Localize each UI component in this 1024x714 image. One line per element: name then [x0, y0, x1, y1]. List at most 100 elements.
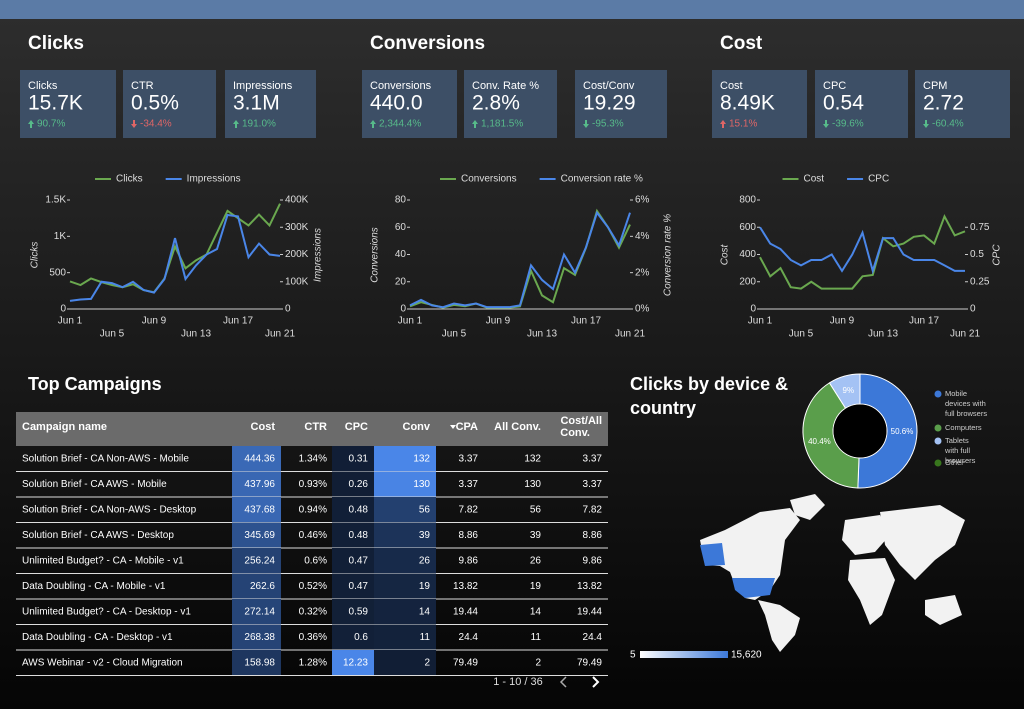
heat-cell [374, 446, 436, 472]
y2-tick-label: 2% [635, 267, 650, 278]
y-tick-label: 0 [750, 304, 756, 315]
card-delta: 15.1% [729, 119, 757, 130]
heat-cell [332, 624, 374, 650]
table-cell: Unlimited Budget? - CA - Desktop - v1 [22, 607, 191, 618]
table-cell: 444.36 [244, 454, 275, 465]
donut-slice [802, 382, 860, 489]
table-cell: 0.48 [349, 505, 369, 516]
delta-arrow [370, 120, 376, 128]
x-tick-label: Jun 5 [442, 329, 467, 340]
next-page[interactable] [592, 676, 600, 688]
table-cell: Data Doubling - CA - Desktop - v1 [22, 632, 173, 643]
column-header: Cost [251, 421, 276, 433]
y-tick-label: 600 [739, 222, 756, 233]
card-delta: -34.4% [140, 119, 172, 130]
scorecard [815, 70, 908, 138]
table-cell: 0.93% [299, 479, 327, 490]
scorecard [362, 70, 457, 138]
donut-hole [833, 404, 887, 458]
y2-axis-label: Conversion rate % [663, 214, 674, 296]
table-cell: 13.82 [577, 581, 602, 592]
table-cell: 8.86 [583, 530, 603, 541]
table-cell: 2 [535, 658, 541, 669]
sort-arrow[interactable] [450, 425, 456, 429]
card-label: CTR [131, 80, 154, 92]
delta-arrow [823, 120, 829, 128]
column-header: CPC [345, 421, 368, 433]
series-line [409, 210, 631, 309]
legend-label: Clicks [116, 174, 143, 185]
donut-slice [828, 373, 861, 409]
card-delta: -95.3% [592, 119, 624, 130]
series-line [759, 213, 966, 290]
pagination: 1 - 10 / 36 [493, 676, 543, 688]
y-tick-label: 40 [395, 249, 407, 260]
table-cell: 262.6 [250, 581, 275, 592]
table-cell: 0.47 [349, 556, 369, 567]
table-cell: 19 [530, 581, 542, 592]
legend-label: Cost [804, 174, 825, 185]
card-value: 2.72 [923, 92, 964, 115]
legend-dot [934, 424, 942, 432]
heat-cell [332, 522, 374, 548]
card-delta: 1,181.5% [481, 119, 523, 130]
table-cell: 437.68 [244, 505, 275, 516]
y-axis-label: Cost [720, 243, 731, 265]
y-tick-label: 0 [60, 304, 66, 315]
y-axis-label: Conversions [370, 227, 381, 283]
heat-cell [232, 522, 281, 548]
y-tick-label: 80 [395, 195, 407, 206]
prev-page[interactable] [559, 676, 567, 688]
legend-line: browsers [945, 456, 976, 465]
table-cell: 24.4 [583, 632, 603, 643]
y2-axis-label: CPC [992, 244, 1003, 266]
section-title: Clicks [28, 33, 84, 54]
heat-cell [374, 548, 436, 574]
y2-tick-label: 6% [635, 195, 650, 206]
table-cell: 12.23 [343, 658, 368, 669]
heat-cell [374, 624, 436, 650]
table-cell: 0.6% [304, 556, 327, 567]
table-cell: 132 [413, 454, 430, 465]
table-cell: 9.86 [459, 556, 479, 567]
heat-cell [374, 599, 436, 625]
heat-cell [232, 573, 281, 599]
table-cell: Data Doubling - CA - Mobile - v1 [22, 581, 166, 592]
x-tick-label: Jun 1 [398, 316, 423, 327]
y2-tick-label: 400K [285, 195, 309, 206]
table-cell: 56 [530, 505, 542, 516]
table-cell: 26 [419, 556, 431, 567]
scorecard [225, 70, 316, 138]
table-cell: 9.86 [583, 556, 603, 567]
slice-label: 9% [843, 386, 855, 395]
column-header: Cost/All Conv. [560, 415, 602, 439]
column-header: All Conv. [494, 421, 541, 433]
legend-label: Mobile devices with full browsers [945, 389, 987, 418]
column-header: CTR [304, 421, 327, 433]
y2-tick-label: 0.75 [970, 222, 990, 233]
table-cell: 56 [419, 505, 431, 516]
y-tick-label: 60 [395, 222, 407, 233]
title-line: country [630, 398, 696, 418]
delta-arrow [233, 120, 239, 128]
x-tick-label: Jun 9 [486, 316, 511, 327]
heat-cell [332, 650, 374, 676]
heat-cell [232, 548, 281, 574]
table-cell: 2 [424, 658, 430, 669]
x-tick-label: Jun 13 [181, 329, 211, 340]
x-tick-label: Jun 9 [142, 316, 167, 327]
table-cell: 26 [530, 556, 542, 567]
table-cell: 13.82 [453, 581, 478, 592]
title-line: Clicks by device & [630, 374, 788, 394]
table-cell: 19.44 [577, 607, 602, 618]
heat-cell [332, 471, 374, 497]
header-line: Cost/All [560, 415, 602, 427]
table-cell: 7.82 [459, 505, 479, 516]
table-cell: 0.47 [349, 581, 369, 592]
slice-label: 50.6% [891, 427, 914, 436]
legend-label: Other [945, 458, 964, 467]
heat-cell [232, 599, 281, 625]
delta-arrow [583, 120, 589, 128]
y-tick-label: 200 [739, 276, 756, 287]
y-tick-label: 20 [395, 276, 407, 287]
